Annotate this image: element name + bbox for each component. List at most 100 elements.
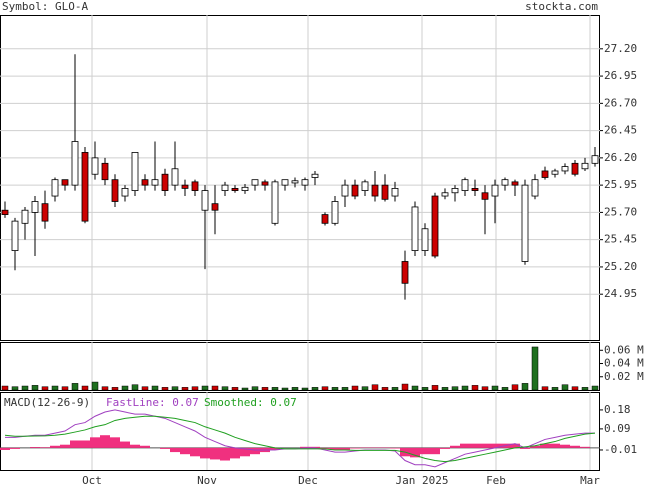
candle-body — [341, 184, 349, 197]
volume-bar — [131, 384, 139, 391]
volume-bar — [11, 386, 19, 391]
y-tick-label: 0.06 M — [604, 343, 644, 356]
y-tick-label: 0.18 — [604, 403, 631, 416]
candle-body — [441, 192, 449, 197]
candle-body — [301, 179, 309, 186]
volume-bar — [111, 387, 119, 391]
macd-histogram-bar — [340, 447, 350, 450]
candle-body — [571, 162, 579, 175]
macd-histogram-bar — [120, 441, 130, 448]
candle-body — [521, 184, 529, 262]
y-tick-label: 27.20 — [604, 42, 637, 55]
macd-line — [4, 415, 596, 463]
macd-histogram-bar — [190, 447, 200, 457]
volume-bar — [101, 386, 109, 391]
volume-bar — [161, 387, 169, 391]
volume-bar — [381, 387, 389, 391]
volume-bar — [561, 384, 569, 391]
volume-bar — [421, 387, 429, 391]
candle-body — [181, 184, 189, 189]
macd-histogram-bar — [30, 447, 40, 448]
macd-histogram-bar — [300, 446, 310, 448]
candle-body — [311, 173, 319, 178]
macd-histogram-bar — [420, 447, 430, 455]
candle-body — [551, 170, 559, 175]
volume-bar — [91, 381, 99, 391]
volume-bar — [321, 386, 329, 391]
macd-histogram-bar — [270, 447, 280, 450]
candle-body — [71, 141, 79, 186]
candle-body — [491, 184, 499, 197]
macd-histogram-bar — [390, 447, 400, 449]
volume-bar — [361, 386, 369, 391]
volume-bar — [141, 386, 149, 391]
volume-bar — [191, 386, 199, 391]
candle-body — [231, 188, 239, 191]
candle-body — [291, 180, 299, 184]
price-panel — [0, 15, 600, 341]
x-tick-label: Jan 2025 — [396, 474, 449, 486]
volume-bar — [171, 386, 179, 391]
macd-histogram-bar — [490, 443, 500, 448]
macd-histogram-bar — [320, 447, 330, 449]
x-tick-label: Nov — [197, 474, 217, 486]
candle-body — [201, 190, 209, 211]
macd-histogram-bar — [180, 447, 190, 455]
macd-histogram-bar — [240, 447, 250, 457]
volume-bar — [581, 387, 589, 391]
volume-bar — [71, 383, 79, 391]
volume-bar — [181, 387, 189, 391]
macd-histogram-bar — [430, 447, 440, 455]
volume-bar — [501, 387, 509, 391]
macd-histogram-bar — [460, 443, 470, 448]
macd-histogram-bar — [130, 444, 140, 448]
y-tick-label: 25.45 — [604, 233, 637, 246]
macd-line — [5, 409, 595, 468]
candle-body — [411, 206, 419, 251]
volume-bar — [511, 384, 519, 391]
macd-histogram-bar — [540, 443, 550, 448]
macd-histogram-bar — [170, 447, 180, 453]
volume-bar — [31, 385, 39, 391]
macd-histogram-bar — [200, 447, 210, 459]
candle-body — [281, 179, 289, 186]
candle-body — [51, 179, 59, 197]
candle-body — [161, 173, 169, 191]
macd-histogram-bar — [580, 446, 590, 448]
volume-bar — [301, 387, 309, 391]
candle-body — [371, 184, 379, 197]
macd-histogram-bar — [250, 447, 260, 455]
macd-histogram-bar — [0, 447, 10, 450]
candle-body — [241, 186, 249, 191]
macd-histogram-bar — [310, 446, 320, 448]
macd-histogram-bar — [160, 447, 170, 449]
site-label: stockta.com — [525, 0, 598, 13]
candle-body — [1, 209, 9, 215]
candle-body — [211, 203, 219, 211]
candle-body — [221, 184, 229, 191]
y-tick-label: 25.20 — [604, 260, 637, 273]
y-tick-label: 25.70 — [604, 205, 637, 218]
volume-bar — [351, 385, 359, 391]
legend-entry: Smoothed: 0.07 — [204, 396, 297, 409]
y-tick-label: 26.20 — [604, 151, 637, 164]
x-tick-label: Feb — [486, 474, 506, 486]
candle-body — [481, 192, 489, 200]
volume-bar — [41, 386, 49, 391]
candle-body — [81, 152, 89, 222]
candle-body — [591, 155, 599, 164]
y-tick-label: 0.02 M — [604, 370, 644, 383]
candle-body — [351, 184, 359, 197]
volume-bar — [311, 387, 319, 391]
volume-bar — [491, 385, 499, 391]
macd-histogram-bar — [440, 447, 450, 449]
macd-title: MACD(12-26-9) — [4, 396, 90, 409]
volume-bar — [1, 385, 9, 391]
y-tick-label: 25.95 — [604, 178, 637, 191]
macd-histogram-bar — [210, 447, 220, 460]
macd-histogram-bar — [40, 447, 50, 448]
volume-bar — [291, 387, 299, 391]
candle-body — [501, 179, 509, 186]
volume-panel — [0, 342, 600, 391]
